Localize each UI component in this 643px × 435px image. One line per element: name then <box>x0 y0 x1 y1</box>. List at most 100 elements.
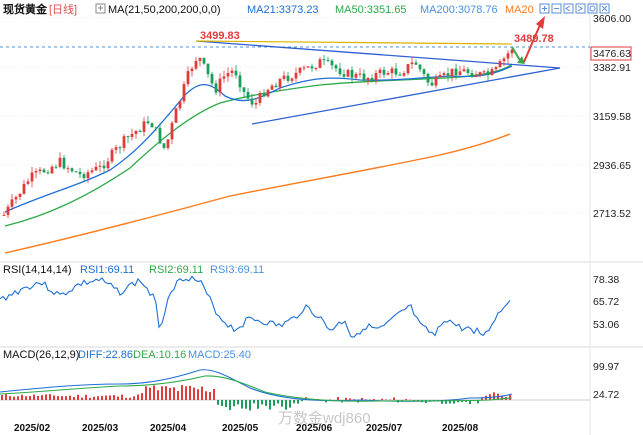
macd-bar <box>441 400 443 404</box>
macd-bar <box>353 399 355 400</box>
ma-parameters[interactable]: MA(21,50,200,200,0,0) <box>108 4 221 16</box>
macd-bar <box>381 398 383 400</box>
macd-bar <box>337 397 339 400</box>
ma-settings-icon[interactable] <box>95 3 106 14</box>
macd-bar <box>481 397 483 400</box>
macd-bar <box>149 387 151 400</box>
candle-body <box>390 68 394 74</box>
candle-body <box>218 78 222 93</box>
candle-body <box>282 75 286 79</box>
candle-body <box>458 71 462 76</box>
macd-bar <box>37 395 39 400</box>
macd-bar <box>21 394 23 400</box>
period-label[interactable]: [日线] <box>49 2 77 16</box>
macd-bar <box>245 400 247 409</box>
macd-bar <box>257 400 259 409</box>
breakout-arrow <box>523 24 541 63</box>
ma50-value: MA50:3351.65 <box>335 4 407 16</box>
macd-bar <box>445 400 447 404</box>
candle-body <box>466 69 470 74</box>
triangle-pattern <box>195 40 561 125</box>
candle-body <box>138 130 142 132</box>
candle-body <box>334 65 338 69</box>
time-tick: 2025/02 <box>14 423 51 434</box>
rsi-line <box>0 275 511 338</box>
candle-body <box>206 63 210 75</box>
symbol-name: 现货黄金 <box>3 2 48 16</box>
window-controls <box>539 3 610 14</box>
macd-bar <box>5 394 7 400</box>
candle-body <box>370 77 374 81</box>
candle-body <box>442 73 446 76</box>
candle-body <box>434 77 438 86</box>
time-tick: 2025/03 <box>82 423 119 434</box>
current-high-label: 3489.78 <box>514 33 554 45</box>
candle-body <box>58 157 62 167</box>
macd-bar <box>385 399 387 400</box>
candle-body <box>94 166 98 171</box>
candle-body <box>50 166 54 174</box>
pan-right-glyph <box>577 5 583 12</box>
macd-bar <box>69 395 71 400</box>
macd-bar <box>253 400 255 404</box>
fullscreen-icon[interactable] <box>599 3 610 14</box>
candle-body <box>166 139 170 148</box>
macd-bar <box>241 400 243 409</box>
macd-bar <box>29 396 31 400</box>
pan-left-icon[interactable] <box>563 3 574 14</box>
time-tick: 2025/07 <box>366 423 403 434</box>
macd-bar <box>25 396 27 400</box>
macd-bar <box>169 387 171 400</box>
macd-bar <box>225 400 227 408</box>
candle-body <box>198 57 202 61</box>
macd-bar <box>181 385 183 400</box>
macd-diff-line <box>0 369 513 402</box>
candle-body <box>486 71 490 76</box>
macd-bar <box>121 394 123 400</box>
macd-bar <box>393 397 395 400</box>
macd-bar <box>269 400 271 410</box>
macd-bar <box>125 397 127 400</box>
rsi1-value: RSI1:69.11 <box>80 264 134 276</box>
macd-bar <box>477 400 479 404</box>
macd-bar <box>45 394 47 400</box>
candle-body <box>266 89 270 97</box>
candle-body <box>226 73 230 77</box>
candle-body <box>10 199 14 207</box>
candle-body <box>462 69 466 72</box>
macd-bar <box>361 397 363 400</box>
candle-body <box>270 85 274 90</box>
macd-bar <box>53 395 55 400</box>
rsi-tick: 53.06 <box>593 319 619 331</box>
candle-body <box>38 169 42 172</box>
candle-body <box>106 161 110 169</box>
candle-body <box>190 68 194 72</box>
candle-body <box>66 168 70 170</box>
macd-bar <box>133 396 135 400</box>
ma200-line <box>4 133 511 254</box>
candle-body <box>314 68 318 70</box>
reset-icon[interactable] <box>587 3 598 14</box>
pan-right-icon[interactable] <box>575 3 586 14</box>
macd-bar <box>329 399 331 400</box>
macd-bar <box>185 386 187 400</box>
candle-body <box>222 76 226 79</box>
zoom-in-icon[interactable] <box>539 3 550 14</box>
candle-body <box>194 60 198 69</box>
candle-body <box>118 147 122 149</box>
macd-bar <box>501 395 503 400</box>
macd-bar <box>325 400 327 403</box>
macd-bar <box>9 396 11 400</box>
candle-body <box>398 74 402 76</box>
macd-bar <box>137 394 139 400</box>
candle-body <box>358 73 362 75</box>
candle-body <box>178 101 182 109</box>
candle-body <box>14 197 18 200</box>
macd-bar <box>297 400 299 404</box>
macd-bar <box>349 398 351 400</box>
candle-body <box>422 69 426 74</box>
candle-body <box>258 93 262 103</box>
zoom-out-icon[interactable] <box>551 3 562 14</box>
